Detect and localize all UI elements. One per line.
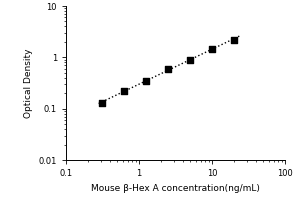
Point xyxy=(122,89,127,93)
Point xyxy=(166,67,170,70)
Point xyxy=(100,101,105,104)
X-axis label: Mouse β-Hex A concentration(ng/mL): Mouse β-Hex A concentration(ng/mL) xyxy=(91,184,260,193)
Point xyxy=(232,38,236,41)
Point xyxy=(210,47,214,50)
Y-axis label: Optical Density: Optical Density xyxy=(24,48,33,118)
Point xyxy=(188,59,192,62)
Point xyxy=(144,79,148,82)
